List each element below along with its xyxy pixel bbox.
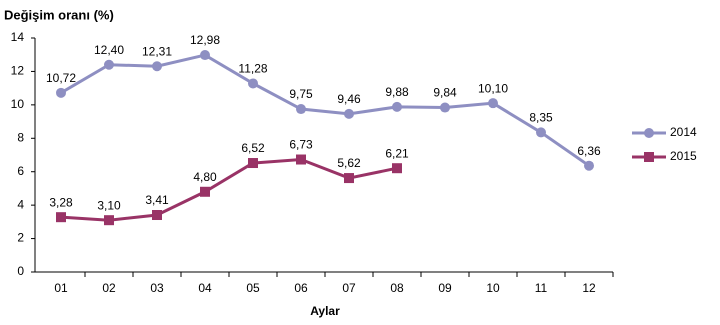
data-label: 8,35	[529, 111, 553, 125]
x-tick-label: 06	[294, 281, 308, 295]
x-tick-label: 09	[438, 281, 452, 295]
data-label: 6,52	[241, 141, 265, 155]
point	[152, 210, 162, 221]
legend-label: 2015	[670, 149, 697, 163]
data-label: 12,40	[94, 43, 124, 57]
y-tick-label: 12	[11, 64, 25, 78]
point	[344, 108, 354, 119]
point	[248, 78, 258, 89]
data-label: 11,28	[238, 62, 267, 76]
data-label: 3,10	[97, 198, 121, 212]
y-tick-label: 2	[17, 231, 24, 245]
data-label: 6,73	[289, 138, 313, 152]
x-tick-label: 11	[535, 281, 548, 295]
x-tick-label: 01	[54, 281, 68, 295]
point	[56, 87, 66, 98]
y-tick-label: 0	[17, 264, 24, 278]
point	[200, 50, 210, 61]
data-label: 6,36	[577, 144, 601, 158]
point	[56, 212, 66, 223]
x-tick-label: 12	[582, 281, 596, 295]
data-label: 3,28	[49, 195, 73, 209]
data-label: 5,62	[337, 156, 361, 170]
x-axis-title: Aylar	[310, 304, 340, 318]
point	[104, 215, 114, 226]
series-line	[60, 157, 398, 222]
chart-title: Değişim oranı (%)	[4, 7, 114, 22]
data-label: 6,21	[385, 146, 409, 160]
point	[344, 173, 354, 184]
x-tick-label: 10	[486, 281, 500, 295]
x-tick-label: 05	[246, 281, 260, 295]
data-label: 9,84	[433, 86, 457, 100]
point	[392, 163, 402, 174]
legend-label: 2014	[670, 125, 697, 139]
legend-marker	[644, 128, 654, 138]
point	[200, 186, 210, 197]
point	[440, 102, 450, 113]
point	[488, 98, 498, 109]
data-label: 10,72	[46, 71, 76, 85]
point	[248, 158, 258, 169]
y-tick-label: 8	[17, 130, 24, 144]
y-tick-label: 14	[11, 30, 25, 44]
point	[296, 154, 306, 165]
data-label: 12,98	[190, 33, 220, 47]
y-tick-label: 6	[17, 164, 24, 178]
data-label: 9,46	[337, 92, 361, 106]
point	[296, 104, 306, 115]
x-tick-label: 08	[390, 281, 404, 295]
data-label: 3,41	[145, 193, 169, 207]
point	[584, 160, 594, 171]
x-tick-label: 07	[342, 281, 356, 295]
data-label: 4,80	[193, 170, 217, 184]
data-label: 9,88	[385, 85, 409, 99]
x-tick-label: 02	[102, 281, 116, 295]
legend-marker	[644, 152, 654, 162]
data-label: 12,31	[142, 44, 172, 58]
point	[536, 127, 546, 138]
point	[152, 61, 162, 72]
series-line	[60, 53, 590, 167]
data-label: 9,75	[289, 87, 313, 101]
data-label: 10,10	[478, 81, 508, 95]
point	[392, 101, 402, 112]
y-tick-label: 4	[17, 197, 24, 211]
x-tick-label: 03	[150, 281, 164, 295]
y-tick-label: 10	[11, 97, 25, 111]
x-tick-label: 04	[198, 281, 212, 295]
point	[104, 59, 114, 70]
